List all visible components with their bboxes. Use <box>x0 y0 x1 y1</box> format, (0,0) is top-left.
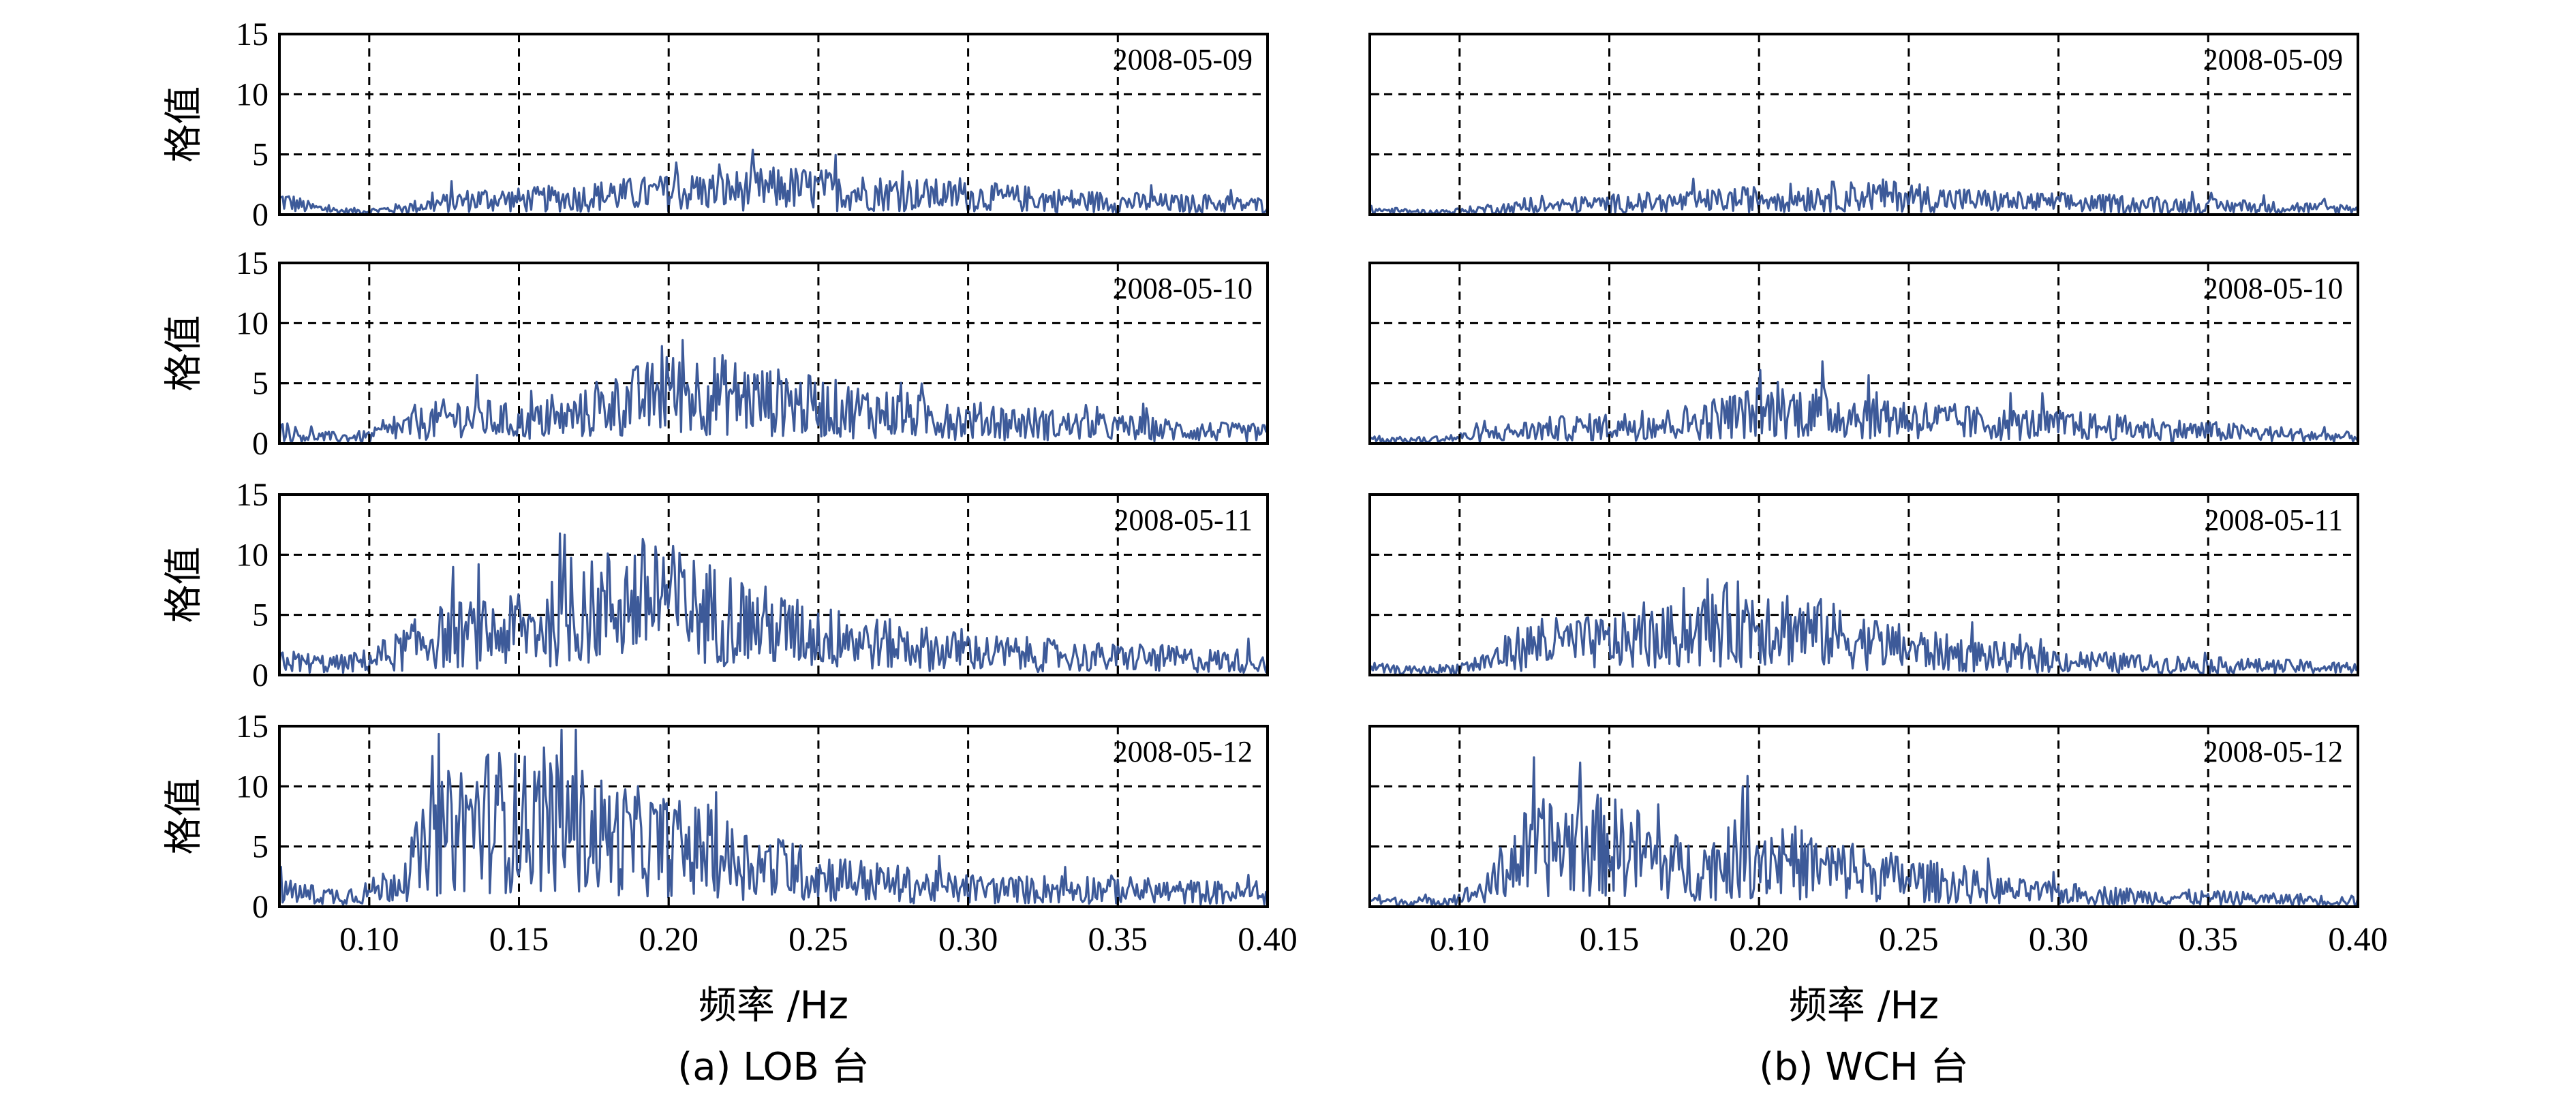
b-row2-spectrum-line <box>1368 360 2359 444</box>
b-xtick-label-0: 0.10 <box>1430 920 1490 958</box>
b-xlabel: 频率 /Hz <box>1789 984 1939 1028</box>
b-row3-spectrum-line <box>1368 578 2359 676</box>
a-row4-subplot: 0 5 10 15 2008-05-12 格值 <box>162 708 1269 925</box>
a-row2-ylabel: 格值 <box>162 315 206 392</box>
b-caption: (b) WCH 台 <box>1759 1045 1968 1089</box>
a-row1-date-label: 2008-05-09 <box>1113 43 1253 76</box>
a-row4-axes-frame <box>278 725 1269 908</box>
a-row4-ytick-label-3: 15 <box>236 708 269 745</box>
a-xtick-label-0: 0.10 <box>339 920 399 958</box>
b-xtick-label-5: 0.35 <box>2179 920 2239 958</box>
a-caption: (a) LOB 台 <box>677 1045 869 1089</box>
a-row2-date-label: 2008-05-10 <box>1113 272 1253 305</box>
a-row3-date-label: 2008-05-11 <box>1114 503 1253 537</box>
a-row3-ytick-label-1: 5 <box>252 597 269 634</box>
a-row1-ylabel: 格值 <box>162 87 206 163</box>
a-row2-spectrum-line <box>278 339 1269 443</box>
a-row2-ytick-label-2: 10 <box>236 305 269 341</box>
a-xtick-label-4: 0.30 <box>938 920 998 958</box>
a-row4-ytick-label-1: 5 <box>252 829 269 865</box>
a-row1-axes-frame <box>278 33 1269 216</box>
a-xlabel: 频率 /Hz <box>699 984 848 1028</box>
a-row1-subplot: 0 5 10 15 2008-05-09 格值 <box>162 16 1269 233</box>
a-row4-date-label: 2008-05-12 <box>1113 735 1253 768</box>
b-row2-subplot: 2008-05-10 <box>1368 262 2359 445</box>
a-row1-ytick-label-3: 15 <box>236 16 269 52</box>
a-row3-ylabel: 格值 <box>162 547 206 623</box>
b-xtick-label-1: 0.15 <box>1580 920 1640 958</box>
a-row4-ylabel: 格值 <box>162 779 206 855</box>
a-row4-ytick-label-2: 10 <box>236 768 269 804</box>
a-row2-ytick-label-0: 0 <box>252 426 269 462</box>
a-row2-ytick-label-3: 15 <box>236 245 269 281</box>
a-row2-subplot: 0 5 10 15 2008-05-10 格值 <box>162 245 1269 462</box>
b-row4-axes-frame <box>1368 725 2359 908</box>
b-xtick-label-2: 0.20 <box>1729 920 1789 958</box>
a-row3-spectrum-line <box>278 532 1269 674</box>
b-row2-axes-frame <box>1368 262 2359 445</box>
b-row1-axes-frame <box>1368 33 2359 216</box>
b-row3-date-label: 2008-05-11 <box>2204 503 2343 537</box>
a-xtick-label-3: 0.25 <box>788 920 848 958</box>
a-row3-ytick-label-3: 15 <box>236 477 269 513</box>
b-row2-date-label: 2008-05-10 <box>2203 272 2343 305</box>
b-row1-date-label: 2008-05-09 <box>2203 43 2343 76</box>
a-row3-axes-frame <box>278 493 1269 676</box>
b-xtick-label-3: 0.25 <box>1879 920 1939 958</box>
b-row4-subplot: 2008-05-12 <box>1368 725 2359 908</box>
a-row3-ytick-label-0: 0 <box>252 657 269 693</box>
a-row4-spectrum-line <box>278 728 1268 906</box>
a-row2-axes-frame <box>278 262 1269 445</box>
a-xtick-label-1: 0.15 <box>489 920 549 958</box>
a-row3-subplot: 0 5 10 15 2008-05-11 格值 <box>162 477 1269 693</box>
a-row1-ytick-label-0: 0 <box>252 197 269 233</box>
b-row3-axes-frame <box>1368 493 2359 676</box>
a-xtick-label-5: 0.35 <box>1088 920 1148 958</box>
a-row1-spectrum-line <box>279 149 1269 215</box>
a-xtick-label-6: 0.40 <box>1238 920 1298 958</box>
a-xtick-label-2: 0.20 <box>639 920 699 958</box>
b-row1-spectrum-line <box>1369 177 2359 215</box>
b-row1-subplot: 2008-05-09 <box>1368 33 2359 216</box>
a-row3-ytick-label-2: 10 <box>236 537 269 573</box>
b-row4-spectrum-line <box>1369 756 2359 907</box>
a-row2-ytick-label-1: 5 <box>252 366 269 402</box>
b-xtick-label-6: 0.40 <box>2328 920 2388 958</box>
a-row4-ytick-label-0: 0 <box>252 889 269 925</box>
b-xtick-label-4: 0.30 <box>2029 920 2089 958</box>
a-row1-ytick-label-1: 5 <box>252 137 269 173</box>
b-row3-subplot: 2008-05-11 <box>1368 493 2359 676</box>
b-row4-date-label: 2008-05-12 <box>2203 735 2343 768</box>
a-row1-ytick-label-2: 10 <box>236 76 269 112</box>
